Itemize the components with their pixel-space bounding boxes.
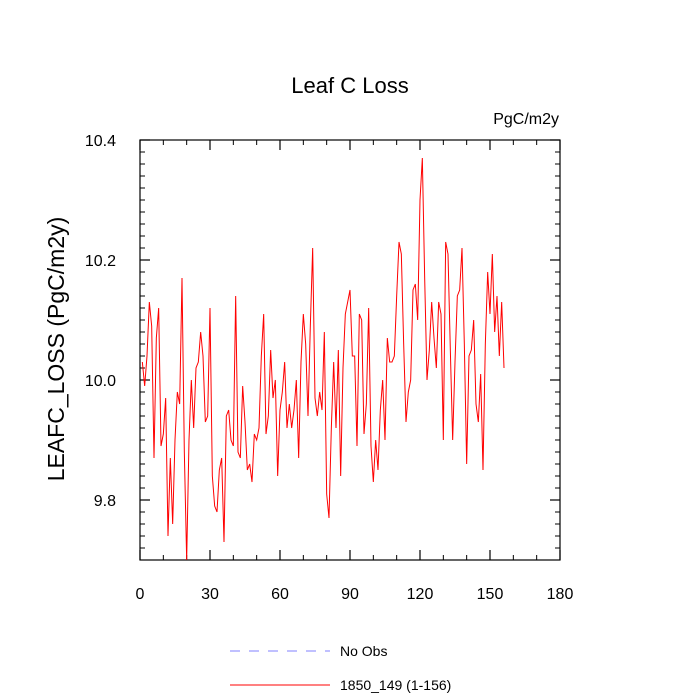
y-tick-label: 10.4 <box>85 133 116 150</box>
x-tick-label: 60 <box>271 586 289 603</box>
legend-label: No Obs <box>340 643 387 659</box>
chart-title: Leaf C Loss <box>291 73 408 98</box>
x-tick-label: 30 <box>201 586 219 603</box>
axis-ticks: 0 30 60 90 120 150 180 9.8 10.0 10.2 10.4 <box>85 133 574 603</box>
x-tick-label: 90 <box>341 586 359 603</box>
series-line <box>141 157 505 561</box>
units-label: PgC/m2y <box>493 111 559 128</box>
x-tick-label: 150 <box>477 586 504 603</box>
legend: No Obs 1850_149 (1-156) <box>230 643 451 693</box>
y-axis-label: LEAFC_LOSS (PgC/m2y) <box>43 217 69 482</box>
legend-label: 1850_149 (1-156) <box>340 677 451 693</box>
plot-frame <box>139 139 561 561</box>
x-tick-label: 0 <box>136 586 145 603</box>
y-tick-label: 10.2 <box>85 253 116 270</box>
x-tick-label: 120 <box>407 586 434 603</box>
y-tick-label: 10.0 <box>85 373 116 390</box>
x-tick-label: 180 <box>547 586 574 603</box>
y-tick-label: 9.8 <box>94 493 116 510</box>
data-series <box>141 157 505 561</box>
